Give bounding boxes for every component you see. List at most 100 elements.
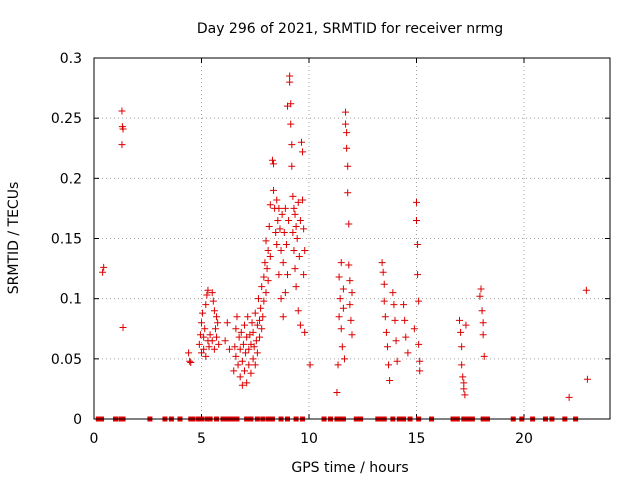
srmtid-point (206, 331, 214, 339)
srmtid-point (213, 333, 221, 341)
x-tick-label: 5 (197, 431, 206, 447)
srmtid-point (245, 345, 253, 353)
srmtid-point (248, 319, 256, 327)
srmtid-point (202, 301, 210, 309)
srmtid-point (205, 343, 213, 351)
srmtid-point (282, 241, 290, 249)
srmtid-point (415, 297, 423, 305)
y-tick-label: 0.1 (60, 292, 82, 308)
srmtid-point (289, 228, 297, 236)
srmtid-point (262, 289, 270, 297)
srmtid-point (270, 160, 278, 168)
srmtid-point (392, 337, 400, 345)
srmtid-point (337, 325, 345, 333)
srmtid-point (345, 261, 353, 269)
srmtid-point (249, 355, 257, 363)
srmtid-point (290, 247, 298, 255)
x-tick-label: 15 (408, 431, 426, 447)
srmtid-point (100, 263, 108, 271)
srmtid-point (281, 204, 289, 212)
srmtid-point (211, 325, 219, 333)
srmtid-point (252, 337, 260, 345)
srmtid-point (253, 321, 261, 329)
srmtid-point (416, 357, 424, 365)
srmtid-point (414, 271, 422, 279)
srmtid-point (379, 268, 387, 276)
srmtid-point (251, 309, 259, 317)
srmtid-point (263, 265, 271, 273)
x-axis-label: GPS time / hours (291, 460, 408, 476)
srmtid-point (346, 277, 354, 285)
srmtid-point (416, 367, 424, 375)
srmtid-point (299, 196, 307, 204)
srmtid-point (383, 343, 391, 351)
srmtid-point (251, 361, 259, 369)
srmtid-point (259, 313, 267, 321)
srmtid-point (292, 283, 300, 291)
srmtid-point (236, 345, 244, 353)
srmtid-point (292, 222, 300, 230)
srmtid-point (208, 289, 216, 297)
srmtid-point (266, 201, 274, 209)
srmtid-point (277, 247, 285, 255)
srmtid-point (479, 331, 487, 339)
srmtid-point (187, 358, 195, 366)
srmtid-point (249, 328, 257, 336)
y-tick-label: 0.2 (60, 171, 82, 187)
srmtid-point (275, 204, 283, 212)
srmtid-point (210, 345, 218, 353)
srmtid-point (203, 291, 211, 299)
x-tick-label: 10 (300, 431, 318, 447)
srmtid-point (338, 343, 346, 351)
srmtid-point (478, 307, 486, 315)
srmtid-point (297, 138, 305, 146)
srmtid-point (295, 253, 303, 261)
srmtid-point (242, 349, 250, 357)
srmtid-point (476, 292, 484, 300)
srmtid-point (279, 313, 287, 321)
srmtid-point (232, 352, 240, 360)
srmtid-point (273, 196, 281, 204)
srmtid-point (281, 289, 289, 297)
srmtid-point (386, 376, 394, 384)
srmtid-point (244, 313, 252, 321)
srmtid-point (265, 222, 273, 230)
srmtid-point (225, 345, 233, 353)
srmtid-point (118, 107, 126, 115)
srmtid-point (272, 228, 280, 236)
srmtid-point (301, 328, 309, 336)
y-axis-label: SRMTID / TECUs (6, 182, 22, 295)
srmtid-point (239, 340, 247, 348)
srmtid-point (119, 125, 127, 133)
srmtid-point (381, 313, 389, 321)
srmtid-point (256, 333, 264, 341)
srmtid-point (198, 319, 205, 327)
srmtid-point (344, 189, 352, 197)
srmtid-point (378, 259, 386, 267)
srmtid-point (462, 321, 470, 329)
srmtid-point (342, 108, 350, 116)
srmtid-point (238, 357, 246, 365)
srmtid-point (404, 349, 412, 357)
srmtid-point (279, 259, 287, 267)
srmtid-point (389, 289, 397, 297)
srmtid-point (204, 286, 212, 294)
srmtid-point (199, 309, 207, 317)
x-tick-label: 20 (515, 431, 533, 447)
y-tick-label: 0.15 (51, 232, 82, 248)
srmtid-point (335, 313, 343, 321)
srmtid-point (289, 192, 297, 200)
srmtid-point (300, 271, 308, 279)
y-tick-label: 0.05 (51, 352, 82, 368)
srmtid-point (458, 361, 466, 369)
srmtid-point (339, 285, 347, 293)
srmtid-point (247, 369, 255, 377)
srmtid-point (343, 144, 351, 152)
srmtid-point (299, 148, 307, 156)
srmtid-point (343, 129, 351, 137)
srmtid-point (210, 307, 218, 315)
srmtid-point (286, 72, 294, 80)
srmtid-point (402, 333, 410, 341)
srmtid-point (99, 268, 107, 276)
